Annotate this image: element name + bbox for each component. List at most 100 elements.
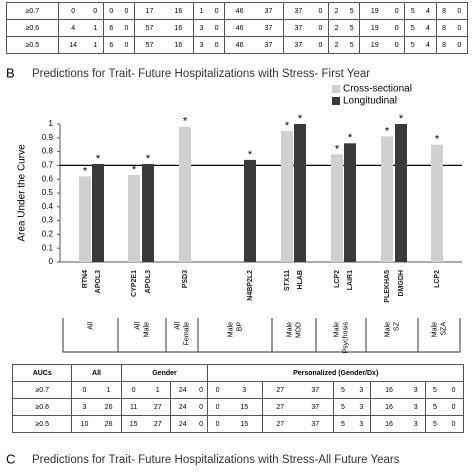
group-label: Male (384, 322, 391, 337)
bar (294, 124, 306, 262)
y-tick-label: 0.3 (42, 216, 54, 225)
bar (142, 164, 154, 262)
bar (281, 130, 293, 262)
group-label: Male (333, 322, 340, 337)
table-cell: 24 (169, 415, 195, 433)
x-tick-label: PSD3 (182, 270, 189, 288)
x-tick-label: N4BP2L2 (247, 270, 254, 301)
x-tick-label: CYP2E1 (131, 270, 138, 297)
table-cell: 5 (424, 398, 445, 416)
table-cell: 0 (194, 398, 209, 416)
table-row: ≥0.5 10 26 15 27 24 0 0 15 27 37 5 3 16 3 5 0 (11, 415, 465, 433)
panel-letter: B (6, 65, 15, 80)
table-cell: ≥0.6 (11, 398, 73, 416)
table-cell: 3 (352, 398, 372, 416)
y-tick-label: 0.9 (42, 133, 54, 142)
y-tick-label: 0.2 (42, 230, 54, 239)
group-bracket (365, 318, 419, 353)
legend-swatch (332, 97, 340, 105)
table-row: ≥0.5 14 1 6 0 57 16 3 0 46 37 37 0 2 5 19 0 5 4 8 0 (6, 36, 468, 54)
group-bracket (417, 318, 461, 353)
table-cell: 3 (406, 381, 426, 399)
table-cell: 15 (120, 415, 146, 433)
significance-label: * (285, 120, 290, 132)
x-tick-label: RTN4 (82, 270, 89, 288)
group-bracket (315, 318, 367, 353)
table-cell: 37 (297, 415, 334, 433)
table-cell: 27 (261, 398, 298, 416)
bar (344, 143, 356, 262)
table-cell: 0 (194, 381, 209, 399)
y-tick-label: 1 (49, 119, 54, 128)
y-tick-label: 0.4 (42, 202, 54, 211)
table-row: ≥0.7 0 0 0 0 17 16 1 0 46 37 37 0 2 5 19 0 5 4 8 0 (6, 2, 468, 20)
table-cell: 2 (328, 36, 345, 54)
chart-title: Predictions for Trait- Future Hospitaliz… (32, 68, 370, 80)
x-tick-label: STX11 (284, 270, 291, 291)
significance-label: * (183, 116, 188, 128)
table-cell: 26 (96, 398, 122, 416)
table-cell: 16 (370, 398, 407, 416)
bar (395, 124, 407, 262)
table-cell: 5 (424, 415, 445, 433)
table-cell: 10 (71, 415, 97, 433)
bar (79, 176, 91, 262)
group-label: Male (431, 322, 438, 337)
bar (381, 136, 393, 262)
header-cell: AUCs (11, 364, 73, 382)
bar (431, 144, 443, 262)
table-cell: 26 (96, 415, 122, 433)
table-cell: 11 (120, 398, 146, 416)
table-cell: 16 (370, 381, 407, 399)
header-cell: All (71, 364, 122, 382)
table-cell: 0 (207, 398, 227, 416)
legend-label: Cross-sectional (343, 84, 412, 95)
table-cell: 15 (226, 415, 263, 433)
table-cell: 27 (261, 415, 298, 433)
table-cell: 5 (424, 381, 445, 399)
table-cell: 5 (332, 381, 353, 399)
significance-label: * (298, 113, 303, 125)
table-cell: 1 (145, 381, 171, 399)
table-cell: 16 (163, 36, 194, 54)
group-label: SZ (393, 321, 400, 331)
x-tick-label: APOL3 (95, 270, 102, 293)
table-cell: 27 (261, 381, 298, 399)
y-tick-label: 0.6 (42, 174, 54, 183)
header-cell: Gender (120, 364, 209, 382)
significance-label: * (385, 125, 390, 137)
table-cell: 3 (226, 381, 263, 399)
table-cell: 0 (444, 398, 465, 416)
panel-title: Predictions for Trait- Future Hospitaliz… (32, 454, 400, 466)
group-label: All (87, 322, 94, 330)
x-tick-label: DMGDH (398, 270, 405, 296)
bar (179, 126, 191, 262)
table-cell: 3 (352, 381, 372, 399)
group-label: SZA (440, 322, 447, 336)
table-cell: 3 (71, 398, 97, 416)
group-label: Male (143, 322, 150, 337)
table-cell: 5 (404, 36, 421, 54)
top-table: ≥0.7 0 0 0 0 17 16 1 0 46 37 37 0 2 5 19 0 5 4 8 0 ≥0.6 4 1 6 0 57… (6, 2, 468, 54)
x-tick-label: LCP2 (334, 270, 341, 288)
bottom-table: AUCs All Gender Personalized (Gender/Dx)… (11, 364, 465, 433)
table-cell: 27 (145, 398, 171, 416)
significance-label: * (132, 164, 137, 176)
table-cell: 24 (169, 398, 195, 416)
table-cell: 0 (71, 381, 97, 399)
group-label: All (134, 322, 141, 330)
table-cell: 5 (332, 415, 353, 433)
group-bracket (117, 318, 167, 353)
group-label: MDD (295, 322, 302, 338)
table-cell: 8 (435, 36, 452, 54)
significance-label: * (348, 132, 353, 144)
table-row: ≥0.7 0 1 0 1 24 0 0 3 27 37 5 3 16 3 5 0 (11, 381, 465, 399)
table-cell: 3 (352, 415, 372, 433)
table-cell: 0 (444, 381, 465, 399)
table-cell: 3 (192, 36, 209, 54)
table-cell: 14 (57, 36, 88, 54)
legend-swatch (332, 85, 340, 93)
y-tick-label: 0.1 (42, 243, 54, 252)
group-label: Female (183, 322, 190, 345)
table-cell: 37 (282, 36, 313, 54)
